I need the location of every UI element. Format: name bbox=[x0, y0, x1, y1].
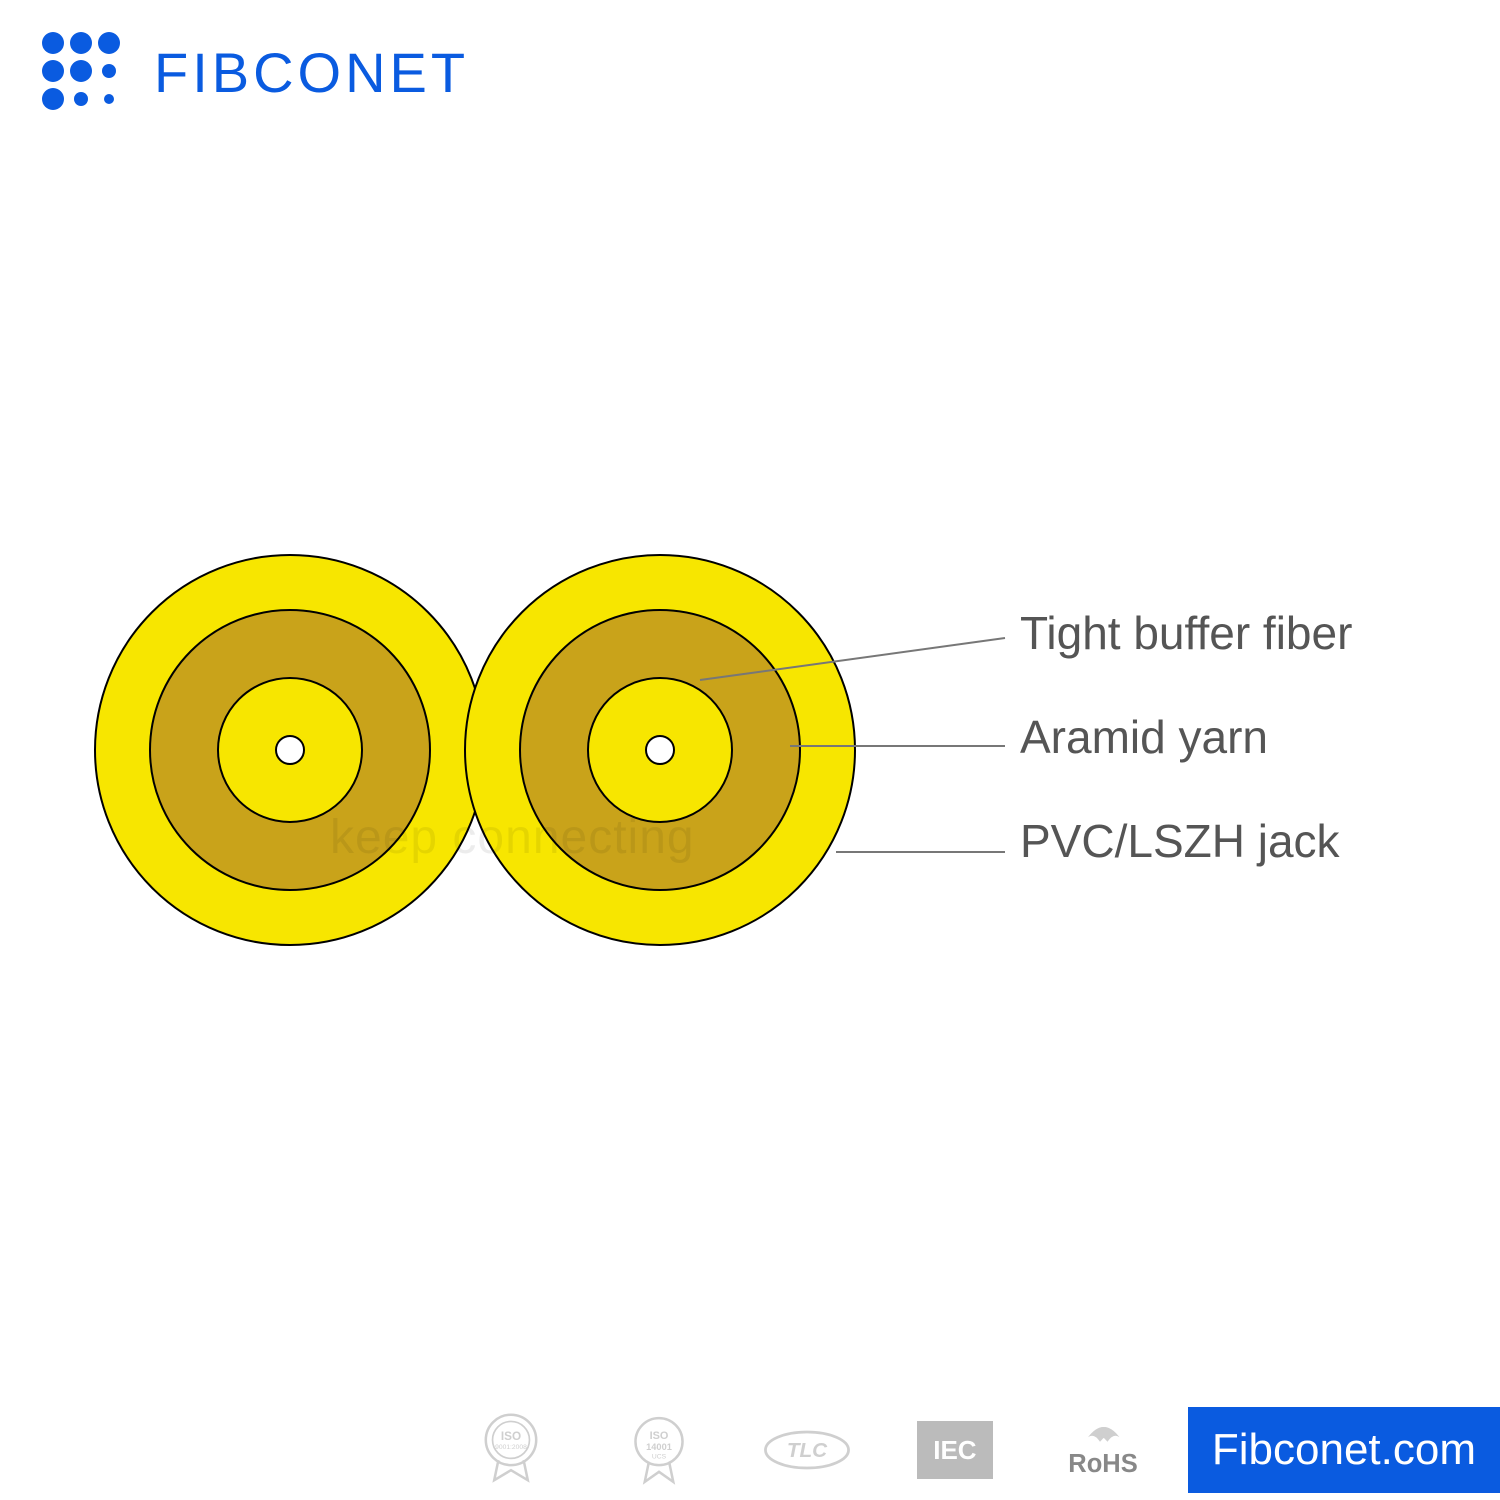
footer-brand-link[interactable]: Fibconet.com bbox=[1188, 1407, 1500, 1493]
brand-name: FIBCONET bbox=[154, 40, 469, 105]
svg-text:14001: 14001 bbox=[646, 1442, 672, 1452]
certification-row: ISO 9001:2008 ISO 14001 UCS TLC IEC bbox=[466, 1405, 1148, 1495]
layer-fiber-core bbox=[276, 736, 304, 764]
cert-iso14001-icon: ISO 14001 UCS bbox=[614, 1405, 704, 1495]
svg-text:RoHS: RoHS bbox=[1068, 1450, 1137, 1478]
diagram-labels: Tight buffer fiber Aramid yarn PVC/LSZH ja… bbox=[1020, 610, 1352, 922]
cable-cross-section-diagram bbox=[80, 540, 980, 965]
svg-text:UCS: UCS bbox=[652, 1453, 667, 1460]
watermark-text: keep connecting bbox=[330, 810, 695, 865]
diagram-label: Aramid yarn bbox=[1020, 714, 1352, 760]
diagram-svg bbox=[80, 540, 980, 960]
cert-iec-icon: IEC bbox=[910, 1405, 1000, 1495]
cert-iso9001-icon: ISO 9001:2008 bbox=[466, 1405, 556, 1495]
footer-bar: ISO 9001:2008 ISO 14001 UCS TLC IEC bbox=[0, 1400, 1500, 1500]
logo-icon bbox=[40, 30, 140, 120]
layer-fiber-core bbox=[646, 736, 674, 764]
cert-rohs-icon: RoHS bbox=[1058, 1405, 1148, 1495]
diagram-label: Tight buffer fiber bbox=[1020, 610, 1352, 656]
svg-text:TLC: TLC bbox=[787, 1439, 828, 1462]
brand-logo: FIBCONET bbox=[40, 24, 469, 120]
svg-text:ISO: ISO bbox=[649, 1430, 668, 1442]
diagram-label: PVC/LSZH jack bbox=[1020, 818, 1352, 864]
cert-tlc-icon: TLC bbox=[762, 1405, 852, 1495]
svg-text:9001:2008: 9001:2008 bbox=[495, 1444, 527, 1451]
svg-text:ISO: ISO bbox=[501, 1430, 521, 1443]
